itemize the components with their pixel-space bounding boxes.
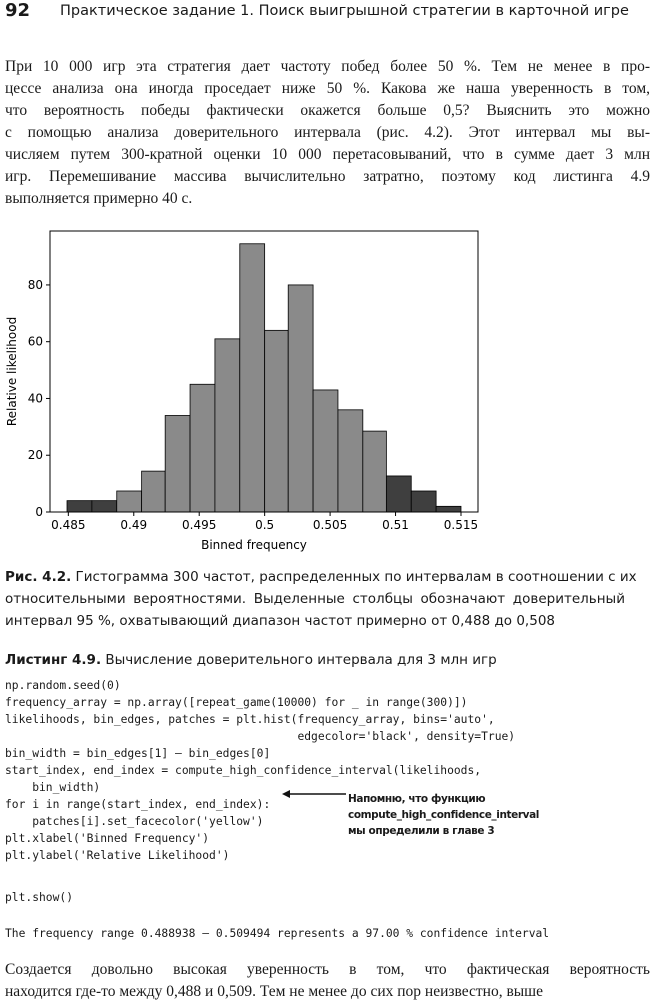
code-line: np.random.seed(0) [5,679,121,692]
code-line: edgecolor='black', density=True) [5,730,516,743]
y-axis-label: Relative likelihood [5,317,19,426]
x-tick-label: 0.495 [182,518,216,532]
chart: 0 20 40 60 80 0.485 0.49 0.495 0.5 0.505 0.51 0.515… [5,230,479,552]
bar [362,430,387,513]
text-line: находится где-то между 0,488 и 0,509. Те… [5,983,543,1000]
x-axis-label: Binned frequency [201,538,307,552]
text-line: Создается довольно высокая уверенность в… [5,961,650,978]
x-tick-label: 0.49 [120,518,147,532]
text-line: выполняется примерно 40 с. [5,190,193,207]
code-block: np.random.seed(0) frequency_array = np.ar… [5,677,549,864]
text-line: что вероятность победы фактически окажет… [5,102,650,119]
caption-line: интервал 95 %, охватывающий диапазон час… [5,610,625,632]
code-line: bin_width = bin_edges[1] — bin_edges[0] [5,747,271,760]
x-tick-label: 0.51 [382,518,409,532]
bar [189,383,216,513]
code-block: The frequency range 0.488938 — 0.509494 … [5,925,549,942]
intro: При 10 000 игр эта стратегия дает частот… [5,56,650,210]
listing-title: Вычисление доверительного интервала для … [105,652,497,668]
caption: Рис. 4.2. Гистограмма 300 частот, распре… [5,566,637,632]
caption-text: относительными вероятностями. Выделенные… [5,591,625,607]
bar [239,243,266,513]
text-line: игр. Перемешивание массива вычислительно… [5,168,650,185]
text-line: цессе анализа она иногда проседает ниже … [5,80,650,97]
annotation: Напомню, что функцию compute_high_confide… [348,791,539,839]
bar [116,490,143,513]
code-line: plt.show() [5,891,74,904]
code-line: frequency_array = np.array([repeat_game(… [5,696,468,709]
arrow [282,790,346,798]
plot-frame [49,230,479,513]
bar [410,490,437,513]
x-tick-label: 0.5 [255,518,274,532]
caption-text: Гистограмма 300 частот, распределенных п… [75,569,637,585]
annotation-line: мы определили в главе 3 [348,825,495,837]
y-tick-label: 60 [28,335,43,349]
bar [164,415,191,513]
bar [337,409,364,513]
bar [287,284,314,513]
y-tick-label: 80 [28,278,43,292]
bar [66,500,93,513]
x-tick-label: 0.515 [444,518,478,532]
caption-line: относительными вероятностями. Выделенные… [5,588,625,610]
bar [141,470,166,513]
caption-text: интервал 95 %, охватывающий диапазон час… [5,613,555,629]
text-line: с помощью анализа доверительного интерва… [5,124,650,141]
bar [385,475,412,513]
page-number: 92 [5,0,31,21]
bar [264,329,289,513]
bar [214,338,241,513]
y-tick-label: 20 [28,448,43,462]
annotation-line: compute_high_confidence_interval [348,809,539,821]
running-title: Практическое задание 1. Поиск выигрышной… [60,3,629,19]
listing-label: Листинг 4.9. [5,652,102,668]
listing-heading: Листинг 4.9. Вычисление доверительного и… [5,652,497,668]
code-line: plt.ylabel('Relative Likelihood') [5,849,230,862]
text-line: числяем путем 300-кратной оценки 10 000 … [5,146,650,163]
outro: Создается довольно высокая уверенность в… [5,959,650,1003]
code-line: plt.xlabel('Binned Frequency') [5,832,210,845]
code-line: The frequency range 0.488938 — 0.509494 … [5,927,550,940]
x-tick-label: 0.485 [51,518,85,532]
code-line: likelihoods, bin_edges, patches = plt.hi… [5,713,495,726]
code-line: patches[i].set_facecolor('yellow') [5,815,264,828]
caption-line: Рис. 4.2. Гистограмма 300 частот, распре… [5,566,637,588]
bar [91,500,118,513]
annotation-line: Напомню, что функцию [348,793,486,805]
bar [312,389,339,513]
x-tick-label: 0.505 [313,518,347,532]
code-line: start_index, end_index = compute_high_co… [5,764,482,777]
y-tick-label: 0 [35,505,43,519]
code: np.random.seed(0) frequency_array = np.ar… [5,677,549,961]
code-line: for i in range(start_index, end_index): [5,798,271,811]
code-line: bin_width) [5,781,101,794]
text-line: При 10 000 игр эта стратегия дает частот… [5,58,650,75]
code-block: plt.show() [5,889,549,906]
y-tick-label: 40 [28,391,43,405]
caption-label: Рис. 4.2. [5,569,72,585]
bar [435,505,462,513]
